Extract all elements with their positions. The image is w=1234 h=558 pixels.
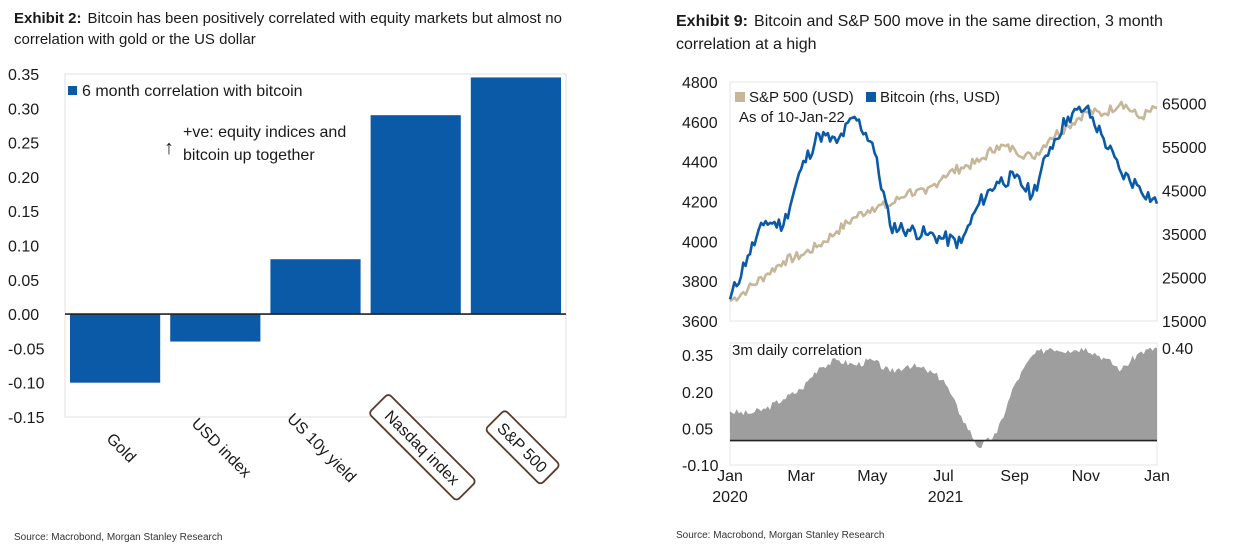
bar-y-tick-label: 0.05	[8, 273, 39, 290]
corr-y-tick: 0.20	[682, 385, 713, 402]
bar-x-tick-label: USD index	[188, 415, 254, 481]
line-left-y-tick: 4800	[682, 75, 718, 92]
bar-y-tick-label: -0.15	[8, 410, 45, 427]
right-exhibit-number: Exhibit 9:	[676, 13, 749, 30]
bar-y-tick-label: -0.10	[8, 376, 45, 393]
bar-s-p-500	[470, 77, 561, 315]
line-right-y-tick: 15000	[1162, 314, 1207, 331]
bar-legend-label: 6 month correlation with bitcoin	[82, 83, 303, 100]
corr-title: 3m daily correlation	[732, 342, 862, 359]
bar-chart: 0.35 0.30 0.25 0.20 0.15 0.10 0.05 0.00 -0.05 -0.…	[8, 67, 567, 501]
as-of-label: As of 10-Jan-22	[739, 109, 845, 126]
bar-x-tick-box	[485, 410, 560, 485]
left-title-line2: correlation with gold or the US dollar	[14, 31, 256, 48]
annotation-line1: +ve: equity indices and	[183, 124, 346, 141]
line-right-y-tick: 45000	[1162, 184, 1207, 201]
corr-y-tick: 0.05	[682, 421, 713, 438]
legend-bitcoin-swatch	[866, 92, 876, 102]
bar-x-tick-group: USD index	[188, 415, 254, 481]
corr-y-tick: 0.35	[682, 348, 713, 365]
bar-legend-swatch	[68, 86, 77, 95]
bar-x-tick-group: US 10y yield	[283, 411, 359, 487]
corr-y-tick: -0.10	[682, 458, 719, 475]
bar-y-tick-label: 0.00	[8, 307, 39, 324]
line-left-y-tick: 4400	[682, 155, 718, 172]
bar-x-tick-group: S&P 500	[485, 410, 560, 485]
bar-x-tick-group: Gold	[103, 430, 139, 466]
line-right-y-tick: 65000	[1162, 97, 1207, 114]
line-right-y-tick: 55000	[1162, 140, 1207, 157]
x-tick-label: Nov	[1072, 468, 1100, 485]
bar-y-tick-label: 0.35	[8, 67, 39, 84]
bar-x-tick-label: Nasdaq index	[381, 408, 462, 489]
bar-nasdaq-index	[370, 115, 461, 315]
annotation-line2: bitcoin up together	[183, 147, 315, 164]
line-left-y-tick: 4200	[682, 195, 718, 212]
left-chart-title: Exhibit 2: Bitcoin has been positively co…	[14, 8, 562, 50]
x-year-label-2020: 2020	[712, 489, 748, 506]
line-right-y-tick: 35000	[1162, 227, 1207, 244]
line-right-y-tick: 25000	[1162, 271, 1207, 288]
right-chart-panel: Exhibit 9: Bitcoin and S&P 500 move in th…	[640, 0, 1234, 558]
line-left-y-tick: 3600	[682, 314, 718, 331]
x-tick-label: Jan	[1144, 468, 1170, 485]
bar-x-tick-label: Gold	[103, 430, 139, 466]
legend-bitcoin-label: Bitcoin (rhs, USD)	[880, 89, 1000, 106]
bar-usd-index	[170, 314, 261, 342]
x-year-label-2021: 2021	[928, 489, 964, 506]
left-chart-panel: Exhibit 2: Bitcoin has been positively co…	[0, 0, 612, 558]
right-source-note: Source: Macrobond, Morgan Stanley Resear…	[676, 530, 885, 541]
correlation-area	[730, 347, 1157, 448]
right-title-line1: Bitcoin and S&P 500 move in the same dir…	[754, 13, 1163, 30]
bar-us-10y-yield	[270, 259, 361, 315]
x-tick-label: Sep	[1000, 468, 1029, 485]
bar-y-tick-label: 0.15	[8, 204, 39, 221]
x-tick-label: Mar	[787, 468, 815, 485]
line-left-y-tick: 4600	[682, 115, 718, 132]
bar-gold	[70, 314, 161, 383]
legend-sp500-swatch	[735, 92, 745, 102]
legend-sp500-label: S&P 500 (USD)	[749, 89, 854, 106]
bitcoin-line	[728, 104, 1159, 300]
left-title-line1: Bitcoin has been positively correlated w…	[87, 10, 562, 27]
right-title-line2: correlation at a high	[676, 36, 817, 53]
line-left-y-tick: 4000	[682, 234, 718, 251]
left-exhibit-number: Exhibit 2:	[14, 10, 82, 27]
bar-y-tick-label: 0.20	[8, 170, 39, 187]
bar-x-tick-label: US 10y yield	[283, 411, 359, 487]
bar-y-tick-label: 0.25	[8, 136, 39, 153]
bar-y-tick-label: 0.30	[8, 101, 39, 118]
x-tick-label: Jul	[933, 468, 953, 485]
bar-y-tick-label: 0.10	[8, 239, 39, 256]
right-chart-title: Exhibit 9: Bitcoin and S&P 500 move in th…	[676, 10, 1163, 56]
corr-right-tick: 0.40	[1162, 341, 1193, 358]
x-tick-label: Jan	[717, 468, 743, 485]
sp500-line	[729, 100, 1158, 303]
x-tick-label: May	[857, 468, 887, 485]
line-chart: 4800 4600 4400 4200 4000 3800 3600 65000 55000 45…	[682, 75, 1207, 506]
line-left-y-tick: 3800	[682, 274, 718, 291]
annotation-arrow-icon: ↑	[164, 137, 174, 159]
bar-x-tick-box	[369, 394, 476, 501]
left-source-note: Source: Macrobond, Morgan Stanley Resear…	[14, 532, 223, 543]
bar-y-tick-label: -0.05	[8, 341, 45, 358]
line-plot-area	[729, 81, 1158, 322]
